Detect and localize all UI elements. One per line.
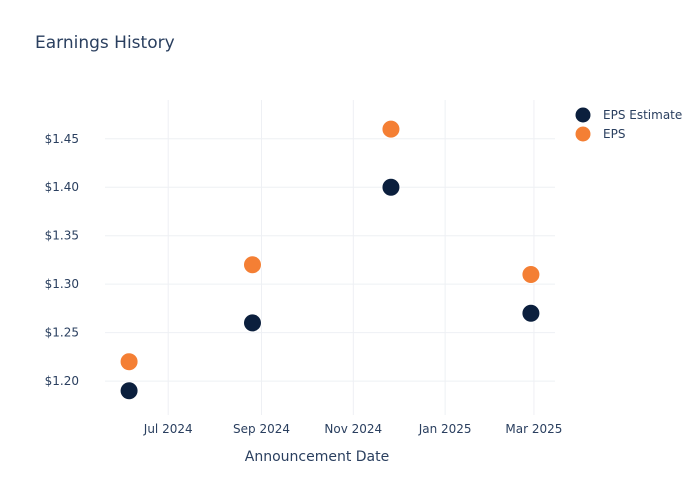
y-tick-label: $1.40 xyxy=(45,180,79,194)
grid-lines xyxy=(105,100,555,415)
legend-label: EPS Estimate xyxy=(603,108,682,122)
data-point[interactable] xyxy=(521,303,541,323)
x-tick-label: Mar 2025 xyxy=(505,422,562,436)
legend-marker xyxy=(575,126,591,142)
y-tick-label: $1.45 xyxy=(45,132,79,146)
data-point[interactable] xyxy=(119,352,139,372)
legend[interactable]: EPS Estimate EPS xyxy=(575,107,683,142)
data-point[interactable] xyxy=(521,264,541,284)
y-tick-label: $1.25 xyxy=(45,326,79,340)
x-axis-ticks: Jul 2024 Sep 2024 Nov 2024 Jan 2025 Mar 2025 xyxy=(143,422,563,436)
data-point[interactable] xyxy=(119,381,139,401)
chart-title: Earnings History xyxy=(35,33,175,53)
y-tick-label: $1.30 xyxy=(45,277,79,291)
x-tick-label: Jul 2024 xyxy=(143,422,193,436)
x-tick-label: Nov 2024 xyxy=(324,422,382,436)
x-tick-label: Sep 2024 xyxy=(233,422,290,436)
data-point[interactable] xyxy=(381,177,401,197)
data-point[interactable] xyxy=(381,119,401,139)
data-points xyxy=(119,119,541,401)
y-tick-label: $1.35 xyxy=(45,229,79,243)
x-axis-title: Announcement Date xyxy=(245,449,389,465)
y-axis-ticks: $1.20 $1.25 $1.30 $1.35 $1.40 $1.45 xyxy=(45,132,79,388)
y-tick-label: $1.20 xyxy=(45,374,79,388)
legend-marker xyxy=(575,107,591,123)
legend-label: EPS xyxy=(603,127,625,141)
data-point[interactable] xyxy=(242,255,262,275)
data-point[interactable] xyxy=(242,313,262,333)
x-tick-label: Jan 2025 xyxy=(418,422,472,436)
